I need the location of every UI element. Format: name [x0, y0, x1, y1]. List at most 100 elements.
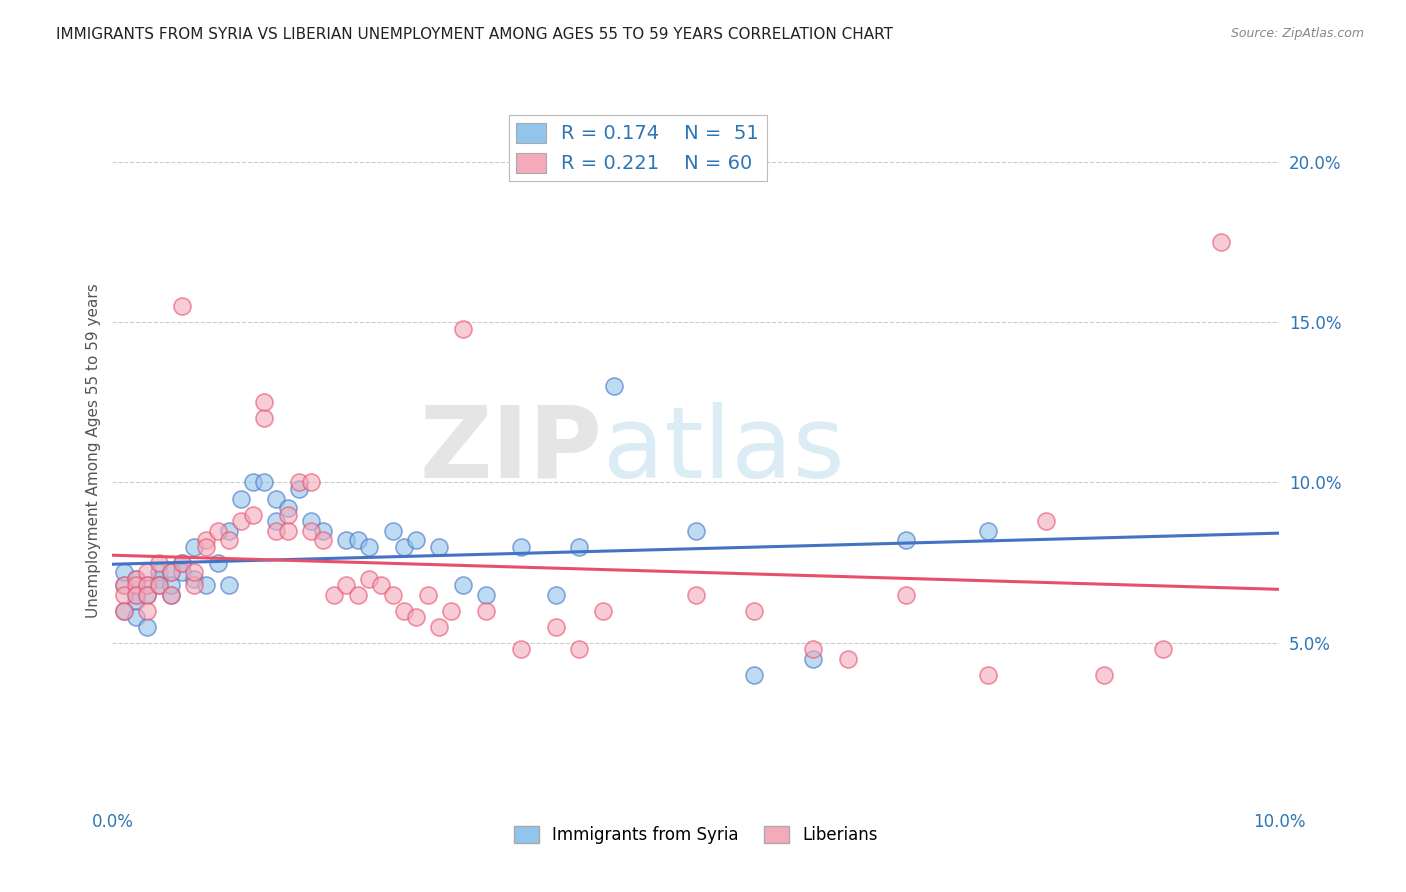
Point [288, 482, 311, 496]
Point [509, 642, 531, 657]
Point [136, 578, 159, 592]
Point [207, 556, 229, 570]
Point [253, 411, 276, 425]
Text: IMMIGRANTS FROM SYRIA VS LIBERIAN UNEMPLOYMENT AMONG AGES 55 TO 59 YEARS CORRELA: IMMIGRANTS FROM SYRIA VS LIBERIAN UNEMPL… [56, 27, 893, 42]
Point [299, 514, 322, 528]
Point [837, 651, 859, 665]
Point [112, 588, 135, 602]
Point [801, 651, 824, 665]
Point [299, 475, 322, 490]
Point [112, 578, 135, 592]
Point [136, 604, 159, 618]
Point [544, 588, 567, 602]
Point [359, 572, 381, 586]
Point [1094, 667, 1116, 681]
Point [1035, 514, 1057, 528]
Point [394, 604, 416, 618]
Point [148, 565, 170, 579]
Point [160, 588, 183, 602]
Point [160, 565, 183, 579]
Point [311, 524, 333, 538]
Point [346, 588, 368, 602]
Point [125, 578, 148, 592]
Point [183, 578, 205, 592]
Point [136, 578, 159, 592]
Point [801, 642, 824, 657]
Point [125, 594, 148, 608]
Point [218, 578, 240, 592]
Point [381, 524, 404, 538]
Text: Source: ZipAtlas.com: Source: ZipAtlas.com [1230, 27, 1364, 40]
Point [381, 588, 404, 602]
Point [451, 578, 474, 592]
Point [742, 604, 765, 618]
Point [112, 604, 135, 618]
Point [112, 578, 135, 592]
Point [229, 491, 252, 506]
Point [276, 501, 298, 516]
Point [405, 533, 427, 548]
Point [253, 395, 276, 409]
Point [160, 588, 183, 602]
Point [742, 667, 765, 681]
Point [475, 588, 498, 602]
Point [475, 604, 498, 618]
Point [1209, 235, 1232, 250]
Point [125, 572, 148, 586]
Text: atlas: atlas [603, 402, 844, 499]
Point [685, 588, 707, 602]
Point [894, 533, 917, 548]
Point [416, 588, 439, 602]
Point [172, 556, 194, 570]
Point [136, 588, 159, 602]
Point [218, 533, 240, 548]
Point [323, 588, 346, 602]
Text: ZIP: ZIP [420, 402, 603, 499]
Point [136, 588, 159, 602]
Point [568, 642, 591, 657]
Point [509, 540, 531, 554]
Point [976, 524, 998, 538]
Point [264, 514, 287, 528]
Point [359, 540, 381, 554]
Point [125, 588, 148, 602]
Point [136, 565, 159, 579]
Point [568, 540, 591, 554]
Point [148, 578, 170, 592]
Point [276, 508, 298, 522]
Point [242, 508, 264, 522]
Point [194, 533, 217, 548]
Point [229, 514, 252, 528]
Point [172, 556, 194, 570]
Point [427, 619, 450, 633]
Point [112, 604, 135, 618]
Point [264, 524, 287, 538]
Point [183, 565, 205, 579]
Point [335, 578, 357, 592]
Point [160, 578, 183, 592]
Point [394, 540, 416, 554]
Point [1152, 642, 1174, 657]
Point [335, 533, 357, 548]
Point [183, 540, 205, 554]
Point [370, 578, 392, 592]
Point [148, 578, 170, 592]
Point [136, 619, 159, 633]
Point [112, 565, 135, 579]
Point [603, 379, 626, 393]
Point [207, 524, 229, 538]
Point [125, 610, 148, 624]
Point [242, 475, 264, 490]
Point [311, 533, 333, 548]
Point [264, 491, 287, 506]
Point [148, 556, 170, 570]
Point [172, 299, 194, 313]
Point [125, 588, 148, 602]
Point [148, 572, 170, 586]
Point [592, 604, 614, 618]
Point [218, 524, 240, 538]
Point [976, 667, 998, 681]
Point [346, 533, 368, 548]
Point [894, 588, 917, 602]
Point [405, 610, 427, 624]
